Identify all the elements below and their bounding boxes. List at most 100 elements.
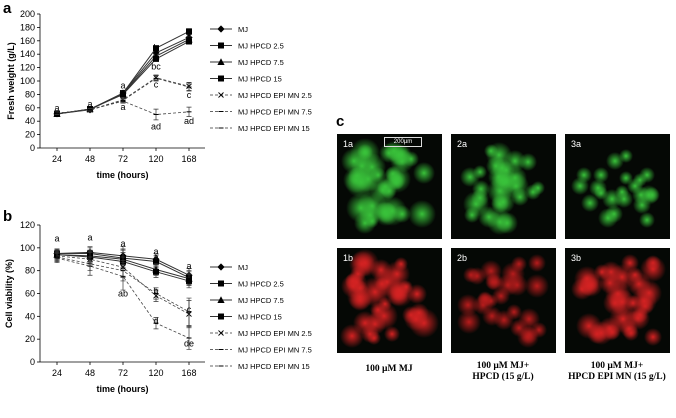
legend-marker [217, 25, 225, 33]
x-tick-label: 168 [181, 368, 196, 378]
data-point [186, 277, 192, 284]
y-tick-label: 160 [20, 36, 35, 46]
caption-line-1: 100 µM MJ [365, 364, 413, 374]
legend-marker [217, 296, 225, 303]
legend-label: MJ HPCD EPI MN 2.5 [238, 91, 312, 100]
significance-label: a [54, 103, 59, 113]
legend-label: MJ HPCD 2.5 [238, 42, 284, 51]
legend-label: MJ [238, 263, 248, 272]
micrograph-2b: 2b [451, 248, 556, 353]
x-tick-label: 120 [148, 154, 163, 164]
data-point [153, 55, 159, 62]
significance-label: a [120, 102, 125, 112]
legend-marker [218, 280, 224, 287]
legend-label: MJ HPCD 7.5 [238, 58, 284, 67]
legend-marker [218, 330, 224, 336]
panel-label-c: c [336, 113, 345, 130]
micrograph-caption: 100 µM MJ+ HPCD (15 g/L) [438, 361, 568, 383]
significance-label: a [153, 246, 158, 256]
caption-line-1: 100 µM MJ+ [590, 361, 644, 371]
legend-marker [218, 313, 224, 320]
significance-label: c [187, 304, 192, 314]
legend-label: MJ [238, 25, 248, 34]
micrograph-caption: 100 µM MJ [324, 364, 454, 375]
data-point [120, 91, 126, 98]
x-tick-label: 48 [85, 154, 95, 164]
y-tick-label: 200 [20, 9, 35, 19]
significance-label: de [184, 339, 194, 349]
x-tick-label: 72 [118, 368, 128, 378]
x-tick-label: 120 [148, 368, 163, 378]
data-point [153, 45, 159, 52]
legend-label: MJ HPCD EPI MN 15 [238, 124, 310, 133]
micrograph-label: 3a [571, 139, 582, 149]
significance-label: c [187, 90, 192, 100]
micrograph-label: 2b [457, 253, 468, 263]
micrograph-label: 1b [343, 253, 354, 263]
panel-label-a: a [3, 0, 12, 17]
axes: 0 20 40 60 80 100 120 24 48 72 120 168 time (hours) C… [4, 220, 205, 394]
x-axis-title: time (hours) [96, 384, 148, 394]
y-tick-label: 100 [20, 76, 35, 86]
x-tick-label: 24 [52, 368, 62, 378]
y-tick-label: 0 [30, 357, 35, 367]
x-tick-label: 72 [118, 154, 128, 164]
significance-label: ab [118, 289, 128, 299]
y-tick-label: 40 [25, 311, 35, 321]
legend-label: MJ HPCD 15 [238, 75, 282, 84]
legend-label: MJ HPCD 15 [238, 313, 282, 322]
series-group [53, 28, 193, 121]
legend-label: MJ HPCD EPI MN 15 [238, 362, 310, 371]
y-tick-label: 20 [25, 334, 35, 344]
significance-label: d [153, 316, 158, 326]
significance-label: a [120, 238, 125, 248]
significance-label: a [87, 99, 92, 109]
data-point [153, 258, 159, 265]
series [54, 253, 192, 350]
legend-marker [217, 263, 225, 271]
significance-label: a [120, 81, 125, 91]
caption-line-2: HPCD (15 g/L) [472, 372, 534, 382]
x-tick-label: 48 [85, 368, 95, 378]
legend: MJ MJ HPCD 2.5 MJ HPCD 7.5 MJ HPCD 15 MJ HPC… [210, 25, 312, 133]
micrograph-caption: 100 µM MJ+ HPCD EPI MN (15 g/L) [552, 361, 676, 383]
legend-label: MJ HPCD EPI MN 2.5 [238, 329, 312, 338]
micrograph-label: 2a [457, 139, 468, 149]
data-point [153, 268, 159, 275]
significance-label: a [54, 234, 59, 244]
significance-label: b [153, 286, 158, 296]
data-point [186, 28, 192, 35]
legend-marker [218, 75, 224, 82]
legend-marker [218, 92, 224, 98]
y-tick-label: 0 [30, 143, 35, 153]
y-tick-label: 40 [25, 116, 35, 126]
y-tick-label: 140 [20, 49, 35, 59]
y-tick-label: 120 [20, 63, 35, 73]
micrograph-label: 1a [343, 139, 354, 149]
micrograph-2a: 2a [451, 134, 556, 239]
series-group [53, 246, 193, 350]
panel-label-b: b [3, 208, 13, 225]
micrograph-1b: 1b [337, 248, 442, 353]
legend-label: MJ HPCD 7.5 [238, 296, 284, 305]
y-tick-label: 20 [25, 130, 35, 140]
x-tick-label: 168 [181, 154, 196, 164]
micrograph-3b: 3b [565, 248, 670, 353]
series-line [56, 257, 190, 339]
y-tick-label: 180 [20, 22, 35, 32]
y-tick-label: 80 [25, 266, 35, 276]
legend-marker [218, 42, 224, 49]
legend: MJ MJ HPCD 2.5 MJ HPCD 7.5 MJ HPCD 15 MJ HPC… [210, 263, 312, 371]
micrograph-3a: 3a [565, 134, 670, 239]
micrograph-label: 3b [571, 253, 582, 263]
data-point [186, 38, 192, 45]
y-tick-label: 60 [25, 103, 35, 113]
y-axis-title: Fresh weight (g/L) [6, 42, 16, 120]
series [54, 98, 192, 121]
legend-label: MJ HPCD EPI MN 7.5 [238, 346, 312, 355]
significance-label: a [153, 252, 158, 262]
y-axis-title: Cell viability (%) [4, 259, 14, 328]
